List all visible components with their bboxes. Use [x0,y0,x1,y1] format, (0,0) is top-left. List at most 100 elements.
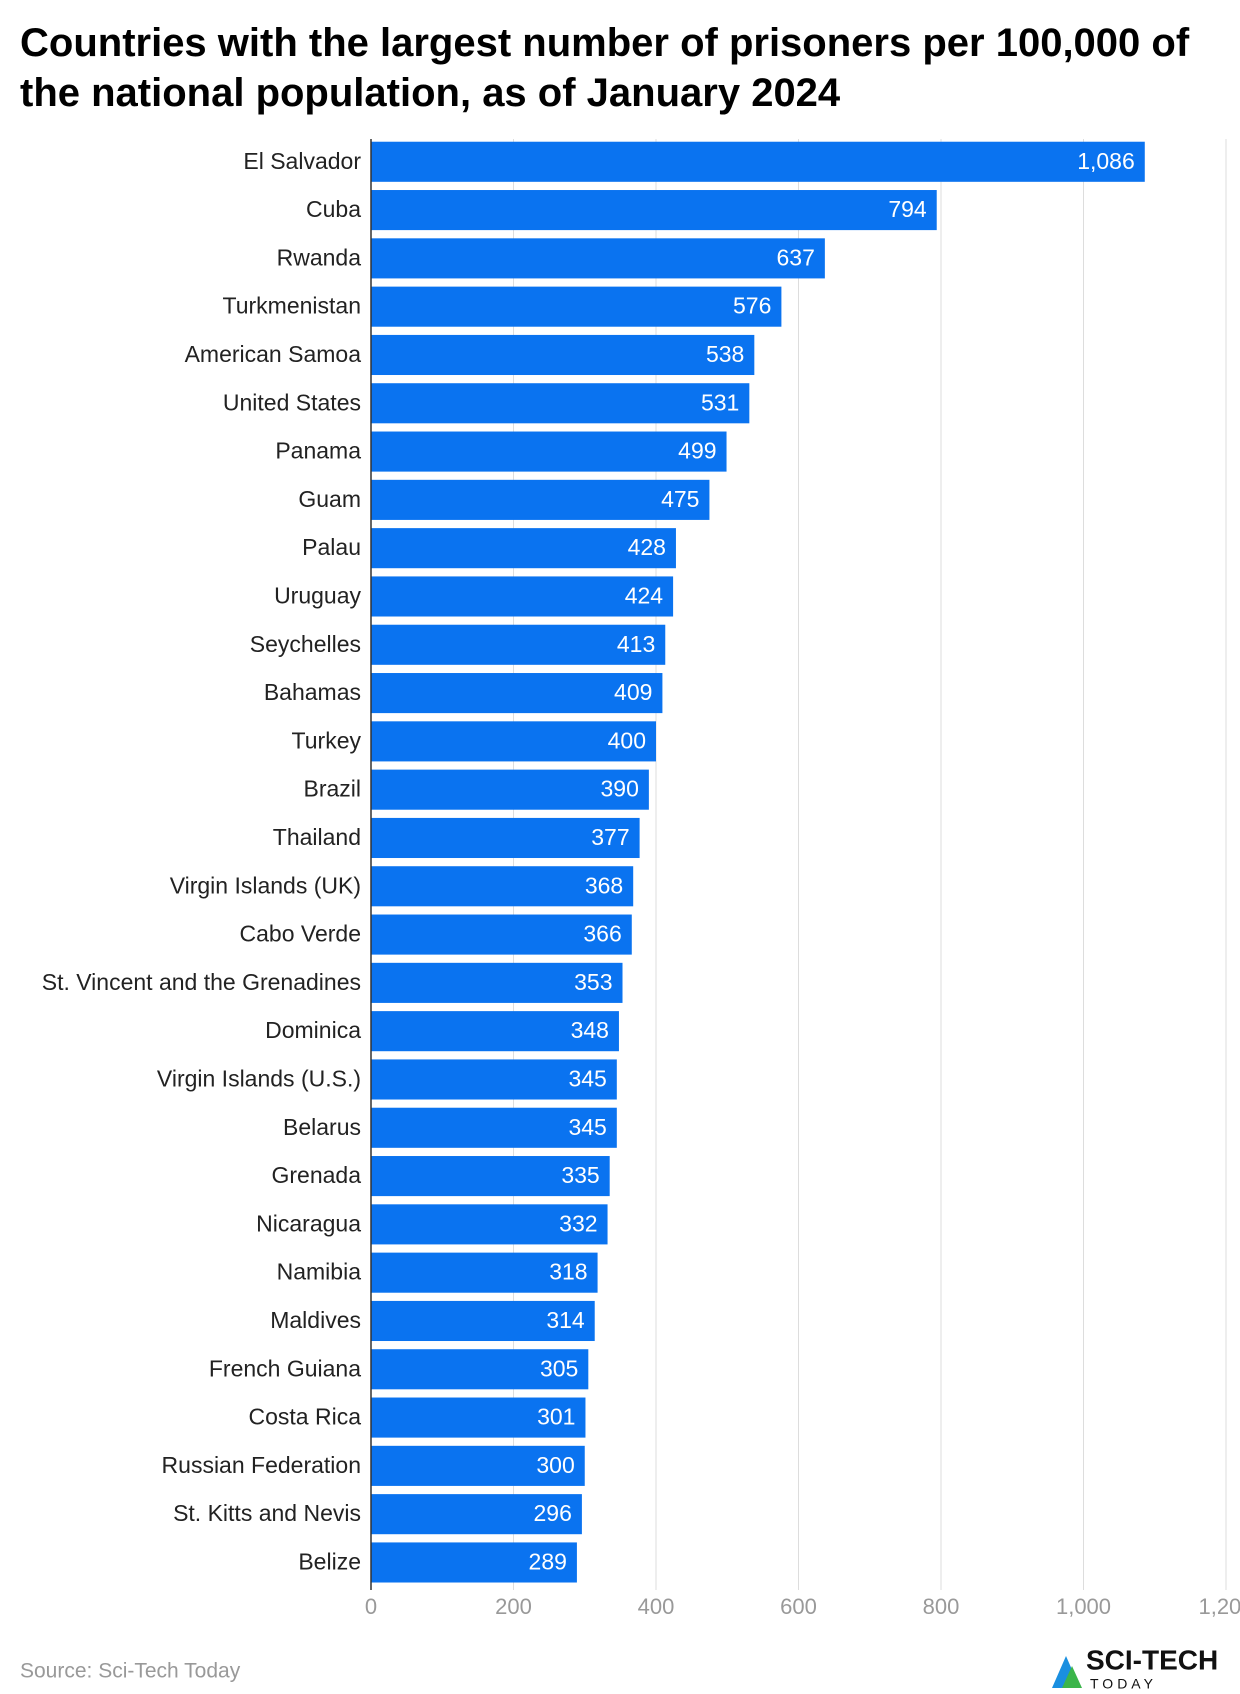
y-tick-label: Cabo Verde [240,921,361,947]
y-tick-label: Belize [298,1549,361,1575]
bar [371,624,666,665]
value-label: 475 [661,486,699,512]
bar [371,914,632,955]
value-label: 366 [583,921,621,947]
value-label: 409 [614,679,652,705]
value-label: 377 [591,824,629,850]
y-tick-label: Uruguay [274,583,361,609]
y-tick-label: Maldives [270,1307,361,1333]
y-tick-label: St. Kitts and Nevis [173,1500,361,1526]
value-label: 353 [574,969,612,995]
y-tick-label: American Samoa [185,341,362,367]
bar [371,866,634,907]
logo-icon [1062,1666,1082,1688]
y-tick-label: Turkey [292,727,362,753]
y-tick-label: Rwanda [277,244,362,270]
bar [371,190,937,231]
value-label: 305 [540,1355,578,1381]
y-tick-label: Belarus [283,1114,361,1140]
value-label: 400 [608,727,646,753]
value-label: 538 [706,341,744,367]
value-label: 345 [568,1114,606,1140]
value-label: 424 [625,583,664,609]
source: Source: Sci-Tech Today [20,1660,241,1683]
value-label: 794 [888,196,927,222]
x-tick-label: 600 [780,1594,817,1619]
y-tick-label: Bahamas [264,679,361,705]
bar [371,286,782,327]
bar [371,141,1145,182]
value-label: 318 [549,1259,587,1285]
value-label: 300 [536,1452,574,1478]
y-tick-label: Grenada [271,1162,361,1188]
y-tick-label: Costa Rica [249,1404,362,1430]
bar [371,431,727,472]
value-label: 368 [585,872,623,898]
bar [371,576,674,617]
bar [371,383,750,424]
x-tick-label: 400 [638,1594,675,1619]
value-label: 499 [678,438,716,464]
y-tick-label: Guam [298,486,361,512]
y-tick-label: Nicaragua [256,1210,361,1236]
y-tick-label: St. Vincent and the Grenadines [42,969,361,995]
y-tick-label: Russian Federation [162,1452,361,1478]
bar [371,238,825,279]
x-tick-label: 1,200 [1198,1594,1240,1619]
bar [371,817,640,859]
y-tick-label: Panama [275,438,361,464]
bar [371,1494,582,1535]
bar [371,1300,595,1342]
bar [371,1156,610,1197]
value-label: 348 [571,1017,609,1043]
bar [371,479,710,520]
bar [371,1107,617,1148]
bar [371,962,623,1003]
bar [371,1445,585,1486]
logo-tagline: TODAY [1090,1676,1157,1692]
bar [371,1011,619,1052]
value-label: 345 [568,1066,606,1092]
value-label: 576 [733,293,771,319]
y-tick-label: Dominica [265,1017,361,1043]
value-label: 413 [617,631,655,657]
y-tick-label: United States [223,389,361,415]
y-tick-label: Thailand [273,824,361,850]
y-tick-label: Cuba [306,196,361,222]
bar [371,334,755,376]
y-tick-label: Seychelles [250,631,361,657]
bar [371,721,656,762]
y-tick-label: Virgin Islands (U.S.) [157,1066,361,1092]
value-label: 335 [561,1162,599,1188]
x-tick-label: 0 [365,1594,377,1619]
bar [371,1542,577,1583]
y-tick-label: Namibia [277,1259,362,1285]
bar [371,1059,617,1100]
x-tick-label: 800 [923,1594,960,1619]
chart-title: Countries with the largest number of pri… [20,21,1190,115]
value-label: 289 [529,1549,567,1575]
y-tick-label: Virgin Islands (UK) [170,872,361,898]
x-tick-label: 200 [495,1594,532,1619]
bar [371,769,649,810]
bar [371,1397,586,1438]
y-tick-label: Brazil [303,776,361,802]
value-label: 428 [628,534,666,560]
x-tick-label: 1,000 [1056,1594,1111,1619]
value-label: 390 [601,776,639,802]
value-label: 637 [776,244,814,270]
y-tick-label: El Salvador [243,148,361,174]
value-label: 314 [546,1307,585,1333]
logo-name: SCI-TECH [1086,1644,1218,1675]
bar [371,673,663,714]
bar [371,528,676,569]
bar [371,1349,589,1390]
logo: SCI-TECH TODAY [1052,1644,1218,1692]
y-tick-label: Turkmenistan [223,293,361,319]
value-label: 1,086 [1077,148,1135,174]
y-tick-label: French Guiana [209,1355,361,1381]
value-label: 296 [534,1500,572,1526]
value-label: 332 [559,1210,597,1236]
